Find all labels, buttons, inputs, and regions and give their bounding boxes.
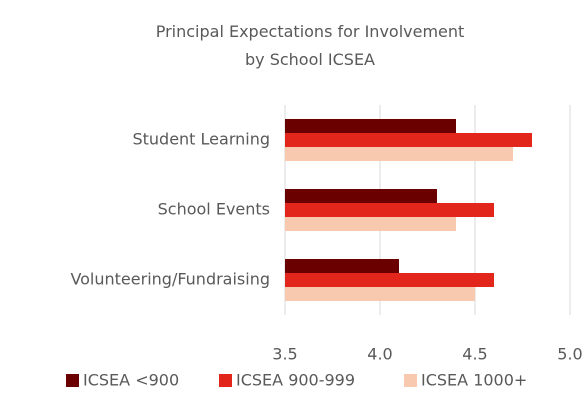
x-tick-label: 5.0 [557,345,582,364]
legend-swatch [219,374,232,387]
x-tick-label: 4.5 [462,345,487,364]
y-tick-label: Student Learning [132,130,270,149]
bar [285,273,494,287]
x-tick-label: 4.0 [367,345,392,364]
bar [285,217,456,231]
y-tick-label: School Events [158,200,270,219]
legend-label: ICSEA 900-999 [236,371,355,390]
bar [285,133,532,147]
bar [285,287,475,301]
chart-title: Principal Expectations for Involvement b… [155,22,465,69]
y-tick-label: Volunteering/Fundraising [70,270,270,289]
x-tick-label: 3.5 [272,345,297,364]
bar [285,147,513,161]
legend-swatch [404,374,417,387]
bar [285,189,437,203]
legend-swatch [66,374,79,387]
legend-label: ICSEA 1000+ [421,371,527,390]
bar [285,259,399,273]
bar [285,203,494,217]
legend-label: ICSEA <900 [83,371,179,390]
bar [285,119,456,133]
